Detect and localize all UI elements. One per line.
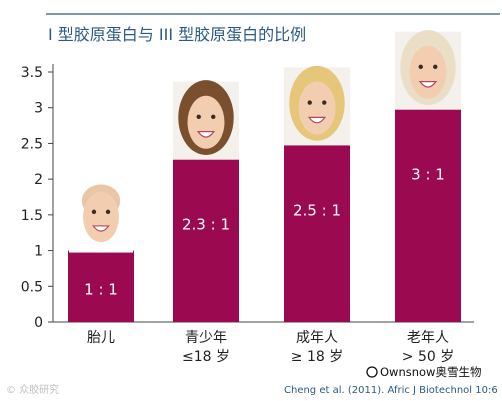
portrait-image <box>284 65 350 146</box>
watermark: © 众胶研究 <box>6 383 59 396</box>
face-shape <box>298 81 336 135</box>
face-shape <box>409 45 447 99</box>
mouth-shape <box>92 225 110 232</box>
category-label-line: 成年人 <box>296 330 338 346</box>
y-tick-label: 2 <box>34 172 43 188</box>
bar-labels: 1 : 1 2.3 : 1 2.5 : 1 3 : 1 <box>84 166 445 299</box>
bar-label: 1 : 1 <box>84 281 118 299</box>
bar <box>68 250 134 322</box>
source-citation: Cheng et al. (2011). Afric J Biotechnol … <box>284 385 498 396</box>
eye-shape <box>105 209 111 215</box>
y-tick-label: 1.5 <box>21 208 43 224</box>
faces <box>69 30 461 253</box>
bar <box>173 157 239 322</box>
bars <box>68 107 461 322</box>
portrait-image <box>395 30 461 110</box>
y-tick-label: 2.5 <box>21 136 43 152</box>
category-label: 老年人 > 50 岁 <box>402 330 454 365</box>
category-label: 青少年 ≤18 岁 <box>182 330 230 365</box>
eye-shape <box>322 100 327 105</box>
bar-label: 2.5 : 1 <box>293 201 341 219</box>
brand-logo-icon <box>366 366 378 378</box>
portrait-image <box>69 178 133 253</box>
portrait-image <box>173 80 239 160</box>
category-label-line: ≥ 18 岁 <box>291 349 343 365</box>
category-label-line: > 50 岁 <box>402 349 454 365</box>
category-label-line: 青少年 <box>185 330 227 346</box>
eye-shape <box>211 114 216 120</box>
face-shape <box>187 95 225 149</box>
eye-shape <box>433 64 438 70</box>
mouth-shape <box>196 131 216 138</box>
mouth-shape <box>307 116 327 124</box>
y-tick-label: 3 <box>34 101 43 117</box>
y-tick-label: 3.5 <box>21 65 43 81</box>
face-shape <box>83 191 119 243</box>
category-label-line: 胎儿 <box>87 330 115 346</box>
y-tick-label: 1 <box>34 244 43 260</box>
eye-shape <box>307 100 312 105</box>
eye-shape <box>418 64 423 70</box>
bar-label: 2.3 : 1 <box>182 216 230 234</box>
brand-text: Ownsnow奥雪生物 <box>380 365 481 379</box>
y-tick-label: 0 <box>34 315 43 331</box>
category-labels: 胎儿 青少年 ≤18 岁 成年人 ≥ 18 岁 老年人 > 50 岁 <box>87 330 454 365</box>
eye-shape <box>196 114 201 120</box>
y-tick-label: 0.5 <box>21 279 43 295</box>
mouth-shape <box>418 81 438 88</box>
category-label-line: 老年人 <box>407 330 449 346</box>
category-label-line: ≤18 岁 <box>182 349 230 365</box>
chart-title: I 型胶原蛋白与 III 型胶原蛋白的比例 <box>48 25 306 44</box>
bar-label: 3 : 1 <box>411 166 445 184</box>
bar <box>284 143 350 322</box>
category-label: 成年人 ≥ 18 岁 <box>291 330 343 365</box>
eye-shape <box>91 209 97 215</box>
category-label: 胎儿 <box>87 330 115 346</box>
bar <box>395 107 461 322</box>
